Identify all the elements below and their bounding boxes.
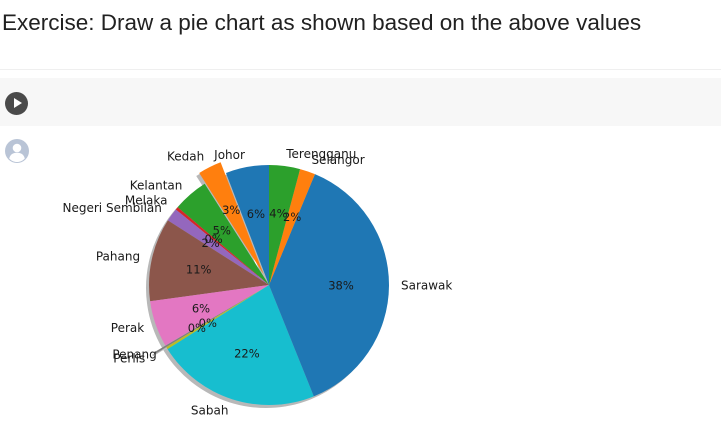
slice-percent-johor: 6%: [247, 207, 265, 221]
play-icon: [14, 98, 22, 108]
slice-percent-kedah: 3%: [222, 203, 240, 217]
exercise-heading: Exercise: Draw a pie chart as shown base…: [2, 10, 642, 35]
slice-label-sarawak: Sarawak: [401, 279, 452, 293]
slice-percent-negeri-sembilan: 2%: [201, 236, 219, 250]
code-cell[interactable]: [0, 78, 721, 126]
slice-label-melaka: Melaka: [125, 194, 168, 208]
slice-percent-selangor: 2%: [283, 210, 301, 224]
pie-slice-pahang: [149, 220, 269, 302]
slice-percent-penang: 0%: [199, 316, 217, 330]
slice-percent-terengganu: 4%: [269, 207, 287, 221]
slice-label-kelantan: Kelantan: [130, 178, 183, 192]
slice-percent-sarawak: 38%: [328, 278, 354, 292]
slice-label-pahang: Pahang: [96, 250, 140, 264]
slice-label-terengganu: Terengganu: [285, 147, 356, 161]
pie-slice-kelantan: [177, 183, 269, 285]
pie-slice-terengganu: [269, 165, 301, 285]
slice-percent-pahang: 11%: [186, 263, 212, 277]
slice-label-sabah: Sabah: [191, 404, 229, 418]
cell-divider: [0, 69, 721, 70]
slice-label-johor: Johor: [213, 148, 245, 162]
pie-chart-output: Johor Kedah Kelantan Melaka Negeri Sembilan P…: [40, 130, 560, 430]
pie-slice-negeri-sembilan: [167, 209, 269, 285]
slice-label-kedah: Kedah: [167, 149, 204, 163]
slice-percent-kelantan: 5%: [213, 224, 231, 238]
user-avatar-icon: [5, 139, 29, 163]
slice-percent-sabah: 22%: [234, 347, 260, 361]
run-cell-button[interactable]: [5, 92, 28, 115]
slice-percent-melaka: 0%: [204, 232, 222, 246]
slice-label-perak: Perak: [111, 321, 144, 335]
pie-slice-sarawak: [269, 174, 390, 397]
pie-slice-johor: [225, 165, 269, 285]
pie-slice-melaka: [175, 207, 269, 285]
pie-slice-perlis: [155, 291, 259, 354]
pie-slice-kedah: [199, 162, 264, 275]
pie-slice-perak: [150, 285, 269, 346]
slice-label-perlis: Perlis: [113, 352, 145, 366]
slice-percent-perlis: 0%: [188, 321, 206, 335]
slice-label-selangor: Selangor: [311, 153, 364, 167]
pie-slice-penang: [166, 285, 269, 350]
pie-slice-selangor: [269, 169, 315, 285]
slice-label-penang: Penang: [112, 347, 156, 361]
slice-percent-perak: 6%: [192, 302, 210, 316]
pie-slice-sabah: [167, 285, 314, 405]
slice-label-negeri-sembilan: Negeri Sembilan: [63, 201, 162, 215]
